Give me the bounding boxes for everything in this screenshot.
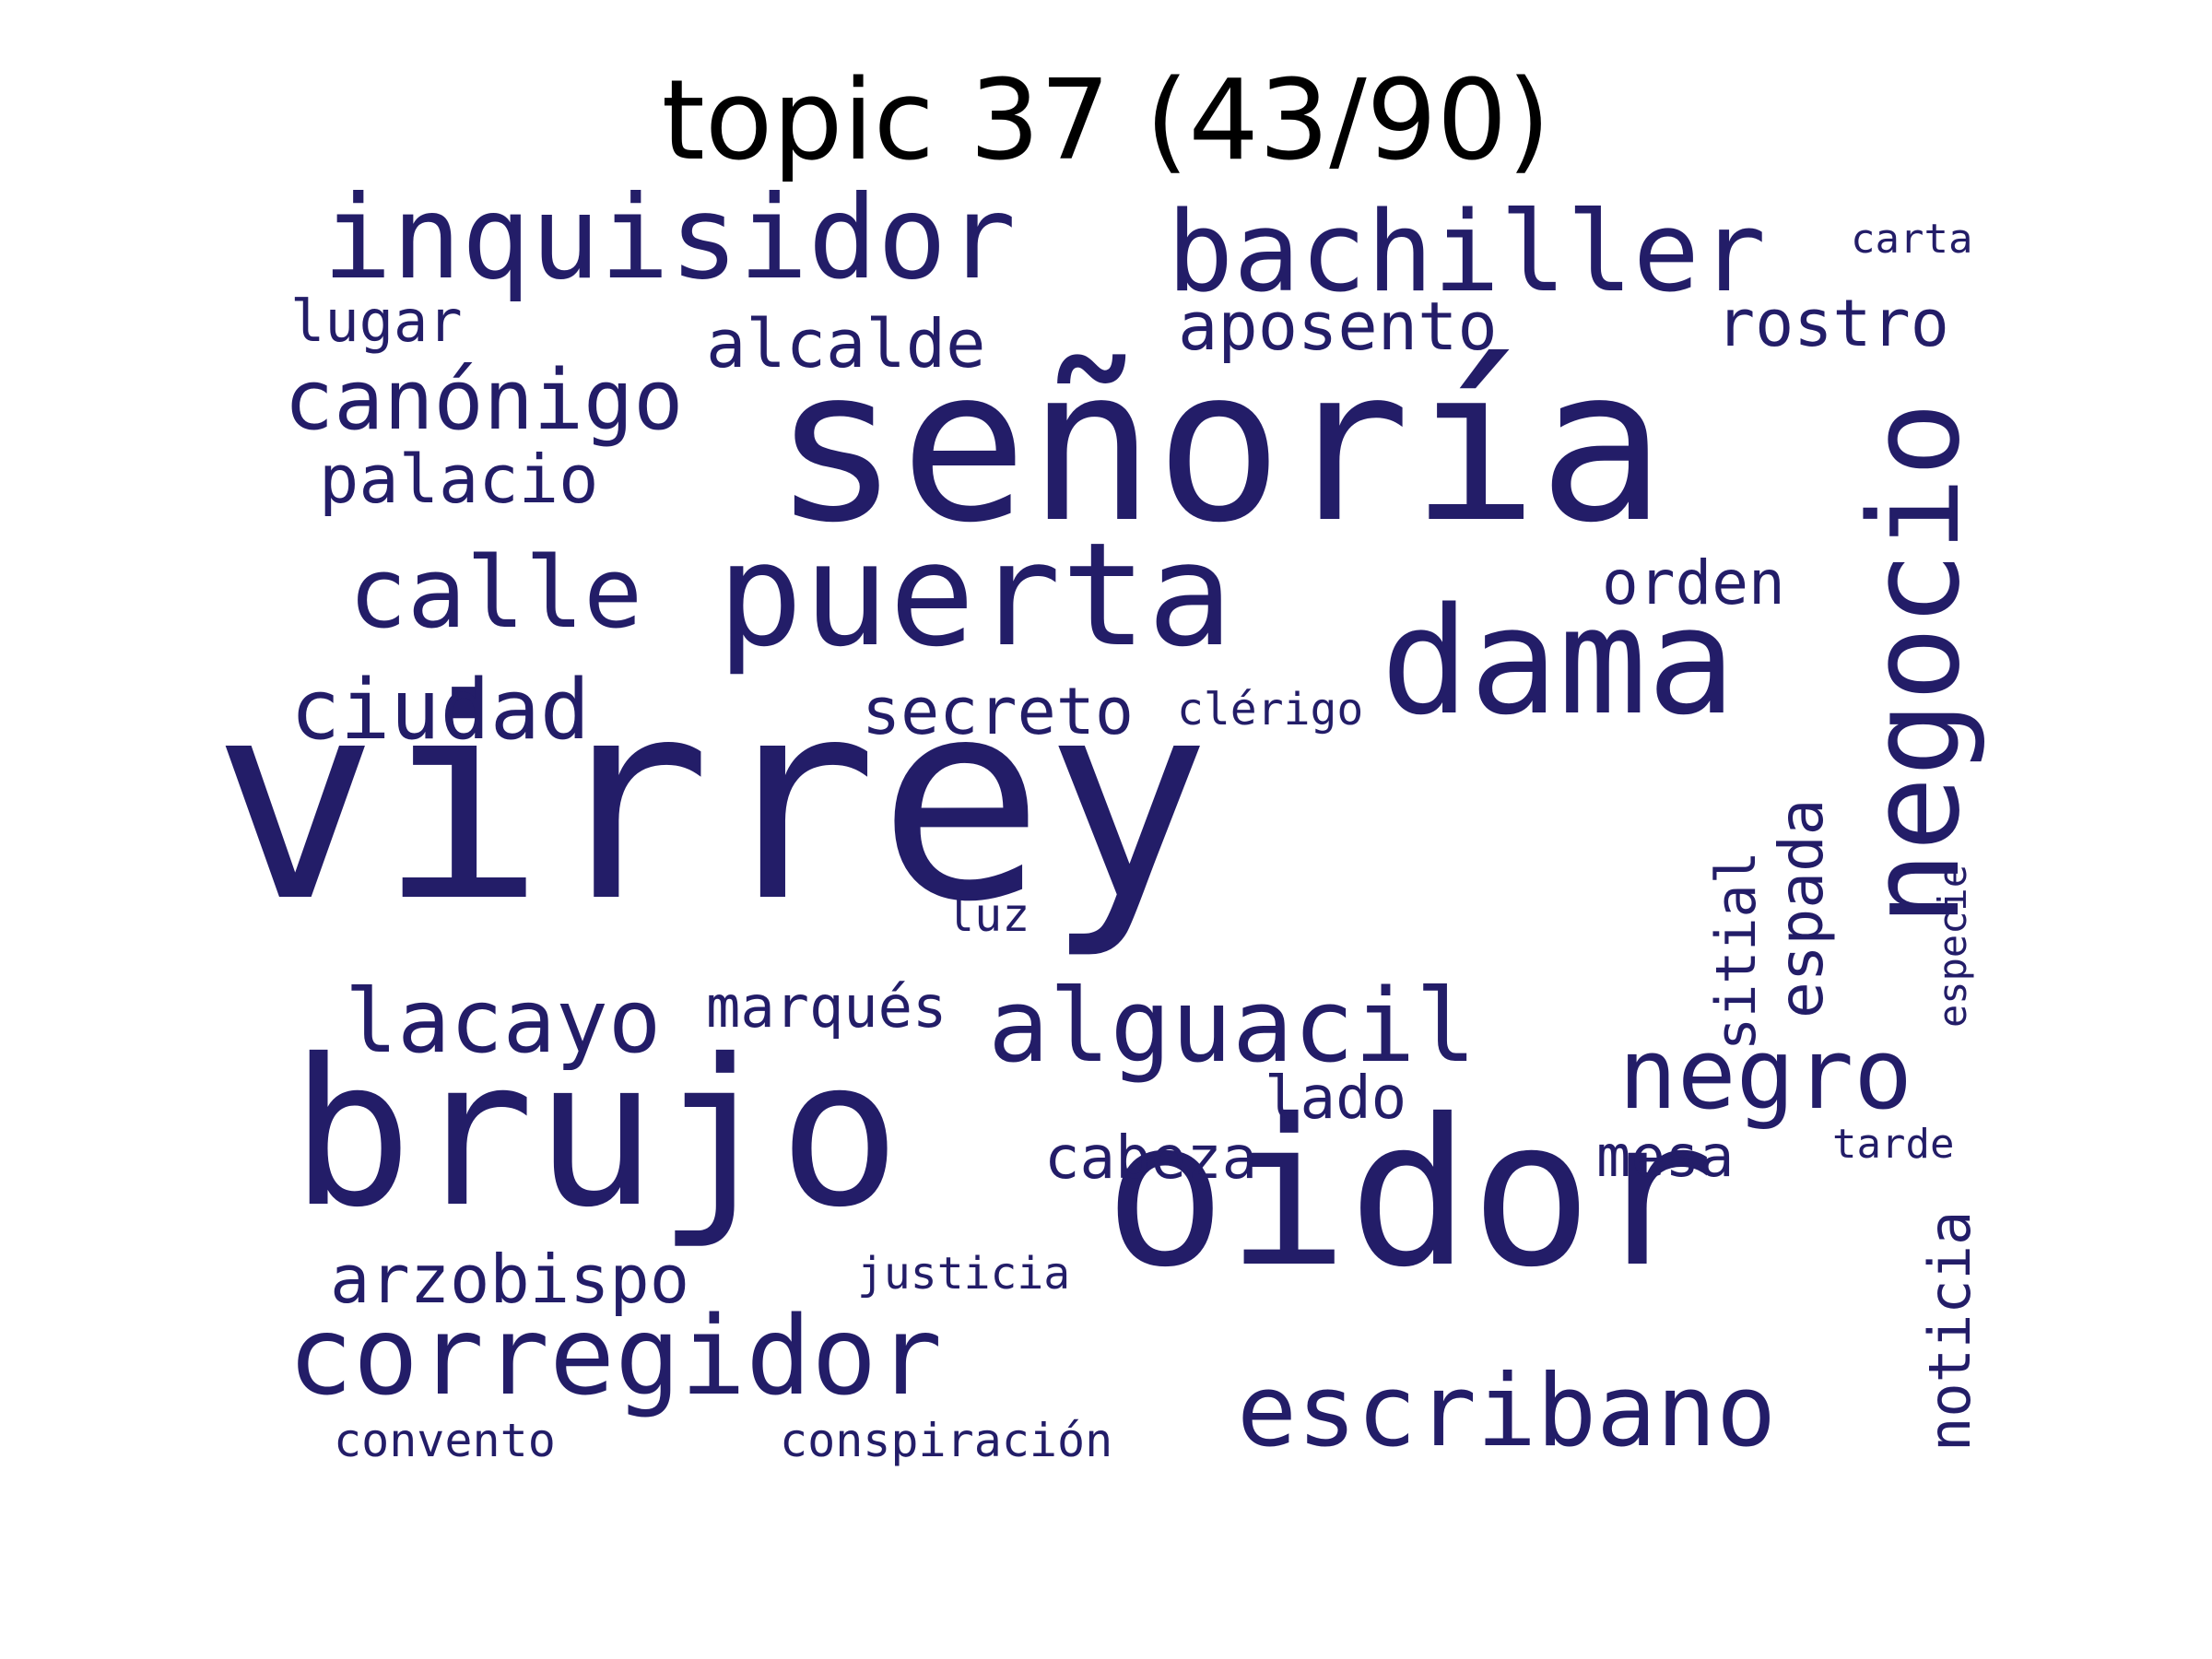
word-rostro: rostro	[1716, 286, 1949, 361]
word-senoria: señoría	[772, 324, 1666, 570]
chart-title: topic 37 (43/90)	[661, 57, 1551, 185]
word-conspiracion: conspiración	[780, 1414, 1113, 1467]
word-calle: calle	[348, 536, 643, 650]
word-bachiller: bachiller	[1167, 189, 1767, 317]
word-carta: carta	[1851, 216, 1973, 263]
word-palacio: palacio	[319, 441, 599, 518]
word-escribano: escribano	[1237, 1354, 1777, 1469]
word-lacayo: lacayo	[345, 971, 662, 1073]
word-orden: orden	[1602, 547, 1785, 618]
word-negro: negro	[1618, 1018, 1913, 1131]
word-lugar: lugar	[290, 288, 463, 355]
word-dama: dama	[1381, 575, 1736, 747]
word-marques: marqués	[706, 973, 947, 1041]
word-corregidor: corregidor	[288, 1292, 943, 1419]
word-alguacil: alguacil	[988, 967, 1477, 1085]
word-lado: lado	[1265, 1065, 1407, 1133]
word-brujo: brujo	[290, 1016, 901, 1252]
word-aposento: aposento	[1178, 288, 1498, 365]
word-arzobispo: arzobispo	[330, 1241, 690, 1318]
word-espada: espada	[1766, 798, 1837, 1018]
word-convento: convento	[334, 1414, 556, 1467]
word-clerigo: clérigo	[1177, 684, 1364, 735]
word-mesa: mesa	[1596, 1123, 1735, 1190]
word-negocio: negocio	[1842, 402, 1987, 926]
word-noticia: noticia	[1916, 1210, 1983, 1452]
word-tarde: tarde	[1832, 1121, 1955, 1168]
word-luz: luz	[947, 888, 1030, 942]
word-virrey: virrey	[212, 641, 1211, 962]
word-sitial: sitial	[1704, 851, 1769, 1051]
word-puerta: puerta	[717, 512, 1233, 678]
word-secreto: secreto	[862, 674, 1135, 749]
word-oidor: oidor	[1104, 1076, 1715, 1312]
word-alcalde: alcalde	[706, 305, 986, 382]
word-justicia: justicia	[857, 1248, 1071, 1300]
word-especie: especie	[1930, 864, 1975, 1028]
word-cabeza: cabeza	[1044, 1124, 1258, 1193]
word-ciudad: ciudad	[290, 662, 591, 759]
word-canonigo: canónigo	[284, 352, 684, 449]
word-inquisidor: inquisidor	[323, 171, 1017, 305]
